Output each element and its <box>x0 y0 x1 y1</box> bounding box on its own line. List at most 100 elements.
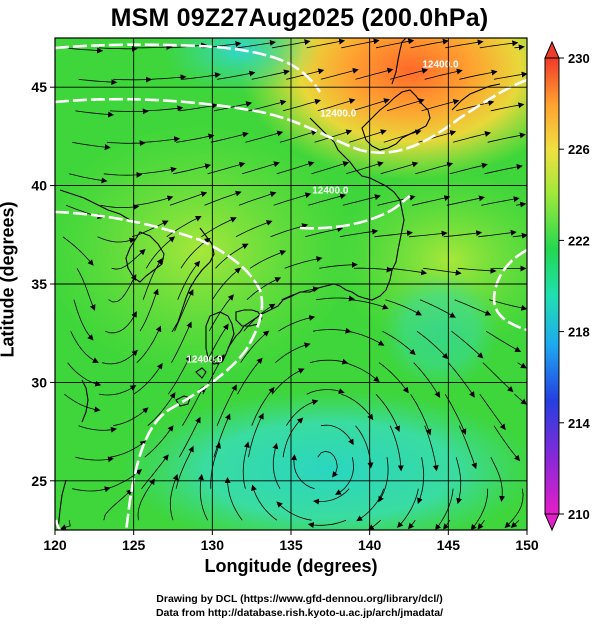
streamline <box>316 295 355 302</box>
y-axis-title: Latitude (degrees) <box>0 201 18 358</box>
streamline <box>349 129 387 143</box>
streamline <box>375 38 415 49</box>
streamline <box>166 216 202 238</box>
streamline <box>248 99 287 112</box>
streamline <box>270 223 309 238</box>
streamline <box>388 267 428 276</box>
streamline <box>423 267 462 276</box>
streamline <box>353 266 393 273</box>
coastline <box>125 231 165 283</box>
streamline <box>251 484 278 521</box>
streamline <box>386 98 425 112</box>
colorbar-tick-label: 226 <box>568 142 590 157</box>
streamline <box>389 68 429 80</box>
streamline <box>182 72 221 80</box>
streamline <box>412 195 451 206</box>
streamline <box>446 195 485 206</box>
streamline <box>487 132 526 143</box>
streamline <box>176 133 215 143</box>
streamline <box>515 201 527 208</box>
streamline <box>144 425 174 458</box>
streamline <box>178 416 201 458</box>
streamline <box>174 289 194 332</box>
streamline <box>111 249 146 270</box>
streamline <box>177 260 201 300</box>
streamline <box>311 161 350 175</box>
streamline <box>67 362 102 387</box>
streamline <box>410 393 432 436</box>
streamline <box>246 277 282 301</box>
streamline <box>374 230 413 238</box>
streamline <box>69 173 108 184</box>
streamline <box>493 425 521 462</box>
streamline <box>211 267 241 300</box>
streamline <box>147 392 176 426</box>
map-title: MSM 09Z27Aug2025 (200.0hPa) <box>110 4 489 32</box>
streamline <box>133 362 163 395</box>
lat-tick-label: 25 <box>31 473 47 489</box>
streamline <box>367 519 381 530</box>
field-low-northwest <box>160 38 320 95</box>
streamline <box>317 98 356 112</box>
coastline <box>81 379 89 423</box>
streamline <box>470 488 489 530</box>
streamline <box>308 193 347 206</box>
streamline <box>276 161 315 175</box>
streamline <box>60 520 71 530</box>
colorbar-tick-label: 222 <box>568 233 590 248</box>
streamline <box>141 136 181 143</box>
contour-line <box>492 248 527 332</box>
streamline <box>62 236 94 266</box>
streamline <box>454 299 492 316</box>
streamline <box>210 131 249 143</box>
contour-line <box>55 43 322 93</box>
streamline <box>64 47 104 54</box>
streamline <box>455 457 463 505</box>
lon-tick-label: 135 <box>279 537 303 553</box>
streamline <box>397 488 419 528</box>
colorbar-min-arrow <box>544 513 560 532</box>
coastline <box>59 189 141 225</box>
streamline <box>459 69 498 80</box>
streamline <box>224 477 243 521</box>
streamline <box>456 100 495 112</box>
streamline <box>452 131 491 143</box>
streamline <box>490 457 506 502</box>
coastline <box>227 299 284 349</box>
field-max-northeast <box>240 38 527 180</box>
streamline <box>416 330 449 360</box>
streamline <box>389 425 404 472</box>
streamline <box>106 140 146 147</box>
streamline <box>144 105 184 112</box>
streamline <box>213 101 253 112</box>
lat-tick-label: 30 <box>31 374 47 390</box>
streamline <box>457 267 497 274</box>
streamline <box>97 236 136 244</box>
coastlines <box>57 38 501 530</box>
streamline <box>142 258 163 300</box>
coastline <box>391 38 407 85</box>
colorbar-ticks: 210 214 218 222 226 230 <box>559 51 590 522</box>
streamline <box>380 161 419 175</box>
streamline <box>213 413 231 458</box>
contour-line <box>55 210 264 530</box>
streamline <box>479 40 519 49</box>
streamline <box>64 393 101 413</box>
streamline <box>113 407 149 427</box>
field-low-south <box>120 390 527 530</box>
streamline <box>182 385 205 426</box>
streamline <box>245 130 284 143</box>
streamline <box>514 393 527 405</box>
lon-tick-label: 150 <box>515 537 539 553</box>
streamline <box>485 330 522 352</box>
streamline <box>138 166 177 175</box>
streamline <box>215 243 249 269</box>
coastline <box>175 395 191 407</box>
lat-tick-label: 45 <box>31 79 47 95</box>
streamline <box>147 74 187 81</box>
streamline <box>179 102 218 112</box>
streamline <box>510 519 520 528</box>
streamline <box>141 454 169 489</box>
streamline <box>449 162 488 175</box>
